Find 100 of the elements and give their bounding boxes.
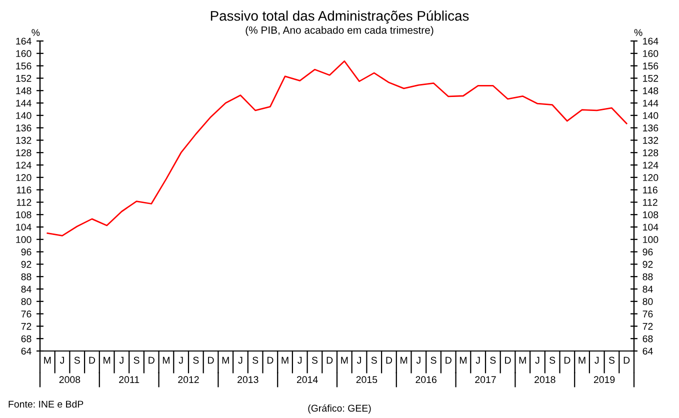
y-tick-label: 160	[16, 50, 32, 58]
x-tick-label: M	[400, 356, 408, 364]
y-tick-label: 104	[16, 224, 32, 231]
y-tick-label: 144	[16, 100, 32, 107]
y-tick-label: 124	[16, 162, 32, 169]
x-tick-label: M	[222, 356, 229, 364]
y-tick-label: 96	[21, 248, 32, 256]
text: 2014	[296, 376, 318, 384]
x-tick-label: J	[119, 356, 124, 364]
y2-tick-label: 68	[642, 335, 653, 342]
x-tick-label: S	[550, 356, 556, 364]
y-tick-label: 92	[21, 260, 32, 268]
y-tick-label: 72	[21, 322, 32, 330]
y-tick-label: 140	[16, 112, 32, 120]
x-tick-label: J	[594, 356, 599, 364]
x-tick-label: M	[44, 356, 51, 364]
y-tick-label: 120	[16, 174, 32, 182]
y-tick-label: 112	[16, 198, 32, 206]
y2-tick-label: 144	[643, 100, 658, 107]
x-tick-label: S	[193, 356, 199, 364]
text: 2015	[356, 376, 378, 384]
y2-tick-label: 116	[643, 186, 658, 194]
y2-tick-label: 64	[642, 348, 653, 355]
x-tick-label: D	[386, 356, 392, 364]
y-tick-label: 88	[21, 273, 32, 280]
y-tick-label: 80	[21, 298, 32, 306]
y2-tick-label: 80	[642, 298, 653, 306]
text: 2011	[119, 376, 140, 384]
x-tick-label: D	[446, 356, 452, 364]
x-tick-label: D	[624, 356, 630, 364]
x-tick-label: D	[326, 356, 333, 364]
y2-tick-label: 92	[642, 260, 653, 268]
x-tick-label: D	[89, 356, 96, 364]
source-note: Fonte: INE e BdP	[8, 400, 84, 408]
x-tick-label: S	[252, 356, 258, 364]
text: 2017	[475, 376, 496, 384]
x-tick-label: M	[460, 356, 466, 364]
x-tick-label: S	[74, 356, 80, 364]
x-tick-label: M	[578, 356, 586, 364]
x-tick-label: S	[608, 356, 615, 364]
y2-tick-label: 84	[642, 286, 653, 293]
x-tick-label: J	[60, 356, 64, 364]
x-tick-label: M	[282, 356, 288, 364]
x-tick-label: S	[430, 356, 436, 364]
text: 2008	[59, 376, 80, 384]
y-tick-label: 84	[21, 286, 32, 293]
y2-tick-label: 72	[642, 322, 653, 330]
y2-tick-label: 120	[643, 174, 658, 182]
y2-tick-label: 128	[643, 149, 658, 156]
x-tick-label: J	[298, 356, 302, 364]
y2-tick-label: 156	[643, 62, 658, 70]
x-tick-label: M	[162, 356, 170, 364]
y-tick-label: 100	[16, 236, 32, 244]
x-tick-label: D	[148, 356, 154, 364]
y2-tick-label: 164	[643, 38, 658, 45]
text: 2019	[594, 376, 615, 384]
y-axis-title: %	[32, 29, 40, 36]
x-tick-label: S	[134, 356, 140, 364]
y2-tick-label: 112	[643, 198, 658, 206]
x-tick-label: S	[371, 356, 377, 364]
y2-tick-label: 136	[643, 124, 658, 132]
y-tick-label: 156	[16, 62, 32, 70]
x-tick-label: J	[476, 356, 480, 364]
x-tick-label: J	[178, 356, 183, 364]
x-tick-label: J	[416, 356, 420, 364]
y-tick-label: 136	[16, 124, 32, 132]
x-tick-label: J	[238, 356, 242, 364]
text: 2012	[178, 376, 199, 384]
y-tick-label: 128	[16, 149, 32, 156]
y2-tick-label: 148	[643, 87, 658, 94]
y-tick-label: 116	[16, 186, 32, 194]
x-tick-label: S	[312, 356, 318, 364]
y2-tick-label: 108	[643, 211, 658, 218]
y2-tick-label: 100	[643, 236, 658, 244]
x-tick-label: M	[341, 356, 348, 364]
y2-axis-title: %	[634, 29, 642, 36]
y-tick-label: 64	[21, 348, 32, 355]
y-tick-label: 148	[16, 87, 32, 94]
y2-tick-label: 96	[642, 248, 653, 256]
y-tick-label: 164	[16, 38, 32, 45]
y-tick-label: 76	[21, 310, 32, 318]
chart-title: Passivo total das Administrações Públicas	[210, 10, 469, 24]
y2-tick-label: 124	[643, 162, 658, 169]
x-tick-label: D	[267, 356, 274, 364]
y2-tick-label: 132	[643, 136, 658, 144]
x-tick-label: S	[490, 356, 496, 364]
text: 2016	[416, 376, 436, 384]
x-tick-label: M	[519, 356, 526, 364]
text: 2013	[238, 376, 258, 384]
line-series	[46, 60, 628, 236]
text: 2018	[534, 376, 556, 384]
y-tick-label: 68	[21, 335, 32, 342]
y2-tick-label: 140	[643, 112, 658, 120]
y2-tick-label: 88	[642, 273, 653, 280]
x-tick-label: D	[208, 356, 214, 364]
text: (Gráfico: GEE)	[308, 404, 371, 414]
x-tick-label: D	[505, 356, 511, 364]
x-tick-label: D	[564, 356, 570, 364]
y2-tick-label: 160	[643, 50, 658, 58]
y-tick-label: 108	[16, 211, 32, 218]
